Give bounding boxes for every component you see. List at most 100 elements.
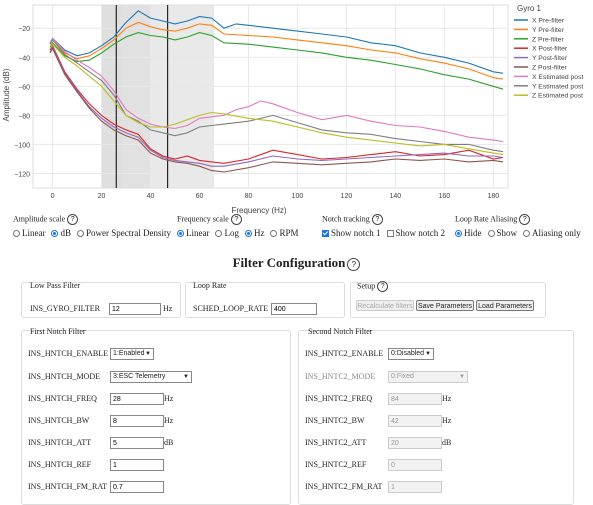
- x-tick-label: 120: [341, 193, 353, 200]
- loop-rate-panel: [185, 282, 345, 318]
- loop-rate-title: Loop Rate: [193, 281, 227, 290]
- frequency-scale-title: Frequency scale: [177, 214, 229, 224]
- ins-gyro-filter-unit: Hz: [163, 304, 173, 313]
- ins-hntch-bw-input[interactable]: [110, 415, 164, 427]
- help-icon[interactable]: ?: [377, 281, 389, 292]
- y-tick-label: −80: [18, 113, 30, 120]
- ins-hntch-fm-rat-label: INS_HNTCH_FM_RAT: [28, 482, 108, 491]
- help-icon[interactable]: ?: [371, 214, 383, 225]
- y-tick-label: −60: [18, 84, 30, 91]
- frequency-log-radio[interactable]: Log: [215, 228, 239, 238]
- low-pass-filter-title: Low Pass Filter: [30, 281, 81, 290]
- y-tick-label: −40: [18, 55, 30, 62]
- setup-title-wrap: Setup?: [357, 281, 389, 292]
- y-tick-label: −20: [18, 26, 30, 33]
- frequency-scale-group: Frequency scale? Linear Log Hz RPM: [177, 214, 305, 238]
- show-notch-1-checkbox[interactable]: Show notch 1: [322, 228, 381, 238]
- ins-hntch-bw-label: INS_HNTCH_BW: [28, 416, 90, 425]
- aliasing-show-radio[interactable]: Show: [487, 228, 517, 238]
- series-line-x-post-filter: [49, 44, 504, 164]
- save-parameters-button[interactable]: Save Parameters: [416, 300, 474, 311]
- frequency-response-chart[interactable]: 0 20 40 60 80 100 120 140 160 180 −20 −40 −60 −80 −100…: [0, 0, 593, 215]
- aliasing-hide-radio[interactable]: Hide: [455, 228, 482, 238]
- ins-hntch-ref-input[interactable]: [110, 459, 164, 471]
- ins-hntch-freq-input[interactable]: [110, 393, 164, 405]
- notch-tracking-title: Notch tracking: [322, 214, 370, 224]
- ins-hntch-fm-rat-input[interactable]: [110, 481, 164, 493]
- aliasing-only-radio[interactable]: Aliasing only: [523, 228, 581, 238]
- legend-entry: Y Estimated post: [532, 83, 583, 90]
- y-tick-label: −100: [14, 142, 30, 149]
- legend-entry: X Estimated post: [532, 74, 583, 81]
- help-icon[interactable]: ?: [230, 214, 242, 225]
- frequency-linear-radio[interactable]: Linear: [177, 228, 209, 238]
- ins-hntc2-att-label: INS_HNTC2_ATT: [305, 438, 367, 447]
- ins-hntch-freq-label: INS_HNTCH_FREQ: [28, 394, 97, 403]
- ins-hntch-att-label: INS_HNTCH_ATT: [28, 438, 92, 447]
- ins-hntc2-fm-rat-input[interactable]: [388, 481, 442, 493]
- series-line-x-estimated-post: [49, 37, 504, 143]
- frequency-hz-radio[interactable]: Hz: [244, 228, 264, 238]
- x-tick-label: 160: [438, 193, 450, 200]
- ins-hntch-freq-unit: Hz: [164, 394, 174, 403]
- ins-hntc2-freq-unit: Hz: [442, 394, 452, 403]
- amplitude-psd-radio[interactable]: Power Spectral Density: [77, 228, 171, 238]
- loop-rate-aliasing-group: Loop Rate Aliasing? Hide Show Aliasing onl…: [455, 214, 587, 238]
- legend-title: Gyro 1: [517, 4, 542, 13]
- ins-hntc2-mode-label: INS_HNTC2_MODE: [305, 372, 376, 381]
- ins-hntch-enable-select[interactable]: 1:Enabled ▼: [110, 348, 154, 360]
- legend-entry: X Pre-filter: [532, 18, 565, 25]
- ins-gyro-filter-label: INS_GYRO_FILTER: [30, 304, 100, 313]
- help-icon[interactable]: ?: [519, 214, 531, 225]
- recalculate-filters-button[interactable]: Recalculate filters: [356, 300, 414, 311]
- sched-loop-rate-label: SCHED_LOOP_RATE: [193, 304, 269, 313]
- series-line-y-post-filter: [49, 45, 504, 167]
- notch-tracking-group: Notch tracking? Show notch 1 Show notch 2: [322, 214, 451, 238]
- amplitude-linear-radio[interactable]: Linear: [13, 228, 45, 238]
- x-tick-label: 0: [51, 193, 55, 200]
- setup-title: Setup: [357, 281, 376, 291]
- amplitude-db-radio[interactable]: dB: [51, 228, 71, 238]
- ins-hntc2-enable-select[interactable]: 0:Disabled ▼: [388, 348, 434, 360]
- ins-hntc2-fm-rat-label: INS_HNTC2_FM_RAT: [305, 482, 383, 491]
- ins-hntc2-ref-label: INS_HNTC2_REF: [305, 460, 367, 469]
- legend-entry: X Post-filter: [532, 46, 568, 53]
- legend-entry: Y Post-filter: [532, 55, 568, 62]
- frequency-rpm-radio[interactable]: RPM: [270, 228, 299, 238]
- amplitude-scale-title: Amplitude scale: [13, 214, 66, 224]
- legend-entry: Z Pre-filter: [532, 36, 564, 43]
- first-notch-title: First Notch Filter: [30, 327, 86, 336]
- help-icon[interactable]: ?: [347, 258, 361, 272]
- series-line-x-pre-filter: [49, 10, 504, 74]
- series-line-z-post-filter: [49, 47, 504, 173]
- series-line-z-estimated-post: [49, 43, 504, 156]
- legend-entry: Z Estimated post: [532, 93, 583, 100]
- ins-gyro-filter-input[interactable]: [109, 303, 161, 315]
- show-notch-2-checkbox[interactable]: Show notch 2: [386, 228, 445, 238]
- ins-hntc2-att-input[interactable]: [388, 437, 442, 449]
- setup-panel: [350, 282, 546, 318]
- ins-hntc2-bw-input[interactable]: [388, 415, 442, 427]
- ins-hntch-ref-label: INS_HNTCH_REF: [28, 460, 92, 469]
- x-tick-label: 60: [196, 193, 204, 200]
- ins-hntc2-freq-label: INS_HNTC2_FREQ: [305, 394, 373, 403]
- x-tick-label: 40: [147, 193, 155, 200]
- ins-hntch-bw-unit: Hz: [164, 416, 174, 425]
- help-icon[interactable]: ?: [67, 214, 79, 225]
- low-pass-filter-panel: [21, 282, 181, 318]
- ins-hntch-att-input[interactable]: [110, 437, 164, 449]
- ins-hntc2-mode-select[interactable]: 0:Fixed ▼: [388, 371, 468, 383]
- ins-hntc2-freq-input[interactable]: [388, 393, 442, 405]
- x-tick-label: 140: [390, 193, 402, 200]
- legend-entry: Z Post-filter: [532, 65, 567, 72]
- ins-hntc2-att-unit: dB: [442, 438, 452, 447]
- ins-hntc2-bw-unit: Hz: [442, 416, 452, 425]
- sched-loop-rate-input[interactable]: [271, 303, 317, 315]
- ins-hntch-mode-select[interactable]: 3:ESC Telemetry ▼: [110, 371, 192, 383]
- load-parameters-button[interactable]: Load Parameters: [476, 300, 534, 311]
- ins-hntc2-ref-input[interactable]: [388, 459, 442, 471]
- x-tick-label: 180: [487, 193, 499, 200]
- series-line-z-pre-filter: [49, 32, 504, 90]
- series-line-y-pre-filter: [49, 21, 504, 80]
- chevron-down-icon: ▼: [145, 351, 151, 357]
